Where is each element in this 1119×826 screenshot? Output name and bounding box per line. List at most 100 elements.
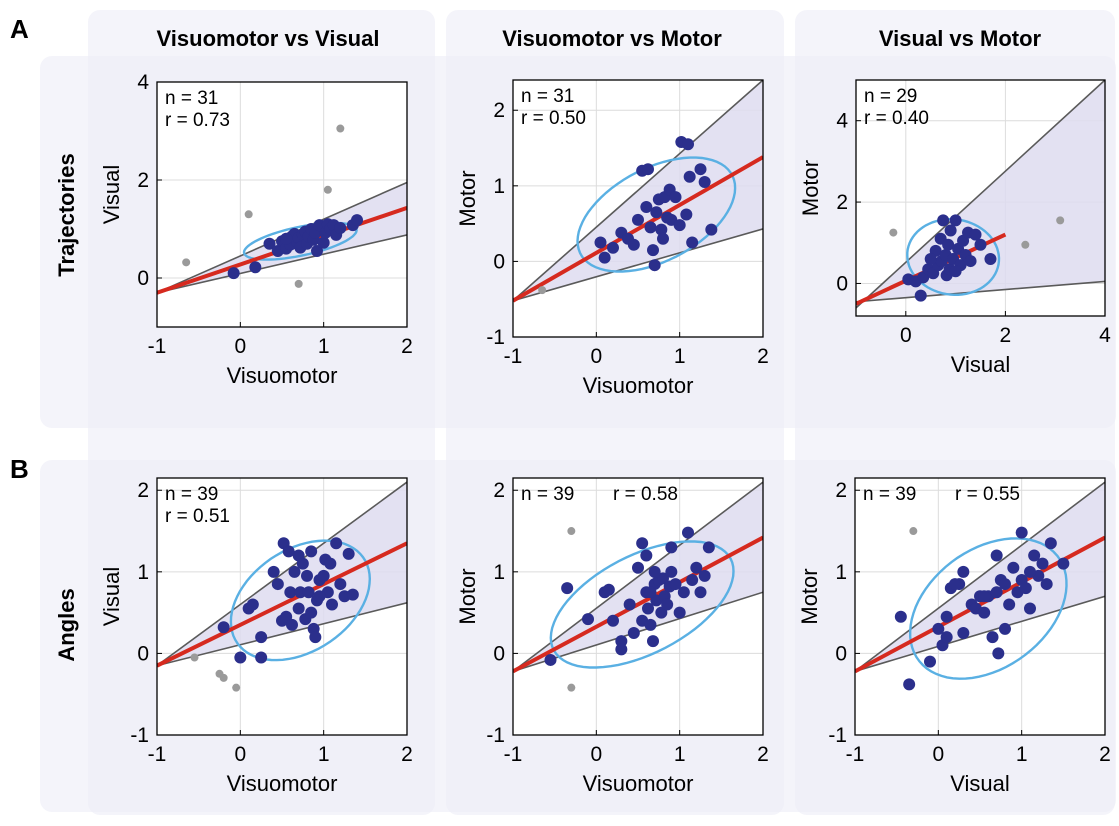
y-tick-label-1: 0 [835, 642, 847, 665]
x-tick-label-0: -1 [504, 345, 523, 368]
data-point-15 [944, 224, 957, 237]
bound-line-1 [855, 481, 1105, 672]
data-point-23 [1019, 582, 1032, 595]
data-point-29 [351, 214, 363, 227]
data-point-38 [313, 590, 326, 603]
stat-r: r = 0.73 [165, 110, 230, 131]
panel-label-b: B [10, 454, 29, 484]
x-tick-label-3: 2 [757, 743, 769, 766]
data-point-32 [978, 590, 991, 603]
x-axis-label: Visuomotor [227, 363, 338, 388]
bound-line-1 [157, 481, 407, 667]
data-point-10 [644, 221, 657, 234]
x-tick-label-0: -1 [504, 743, 523, 766]
data-point-15 [655, 223, 668, 236]
data-point-32 [334, 578, 347, 591]
data-point-21 [669, 191, 682, 204]
data-point-4 [940, 610, 953, 623]
data-point-11 [642, 602, 654, 615]
data-point-14 [288, 565, 301, 578]
x-tick-label-0: -1 [148, 335, 167, 358]
data-point-23 [964, 255, 977, 268]
data-point-26 [686, 236, 699, 249]
data-point-1 [561, 582, 574, 595]
outlier-point-3 [232, 683, 241, 692]
bound-line-2 [856, 280, 1105, 303]
data-point-27 [686, 573, 699, 586]
stat-n: n = 39 [165, 484, 218, 505]
data-point-12 [644, 618, 657, 631]
data-point-15 [990, 586, 1003, 599]
data-point-36 [665, 541, 678, 554]
data-point-1 [234, 651, 247, 664]
scatter-plot-5: -1 0 1 2 -1 0 1 2 Visuomotor Motor n = 39 r = 0.58 [455, 477, 769, 796]
stat-n: n = 31 [165, 88, 218, 109]
data-point-8 [957, 627, 970, 640]
x-tick-label-3: 2 [1099, 743, 1111, 766]
x-tick-label-2: 4 [1099, 324, 1111, 347]
data-point-18 [999, 578, 1011, 591]
bound-line-2 [157, 234, 407, 294]
y-tick-label-2: 1 [493, 175, 505, 198]
y-tick-label-3: 2 [493, 99, 505, 122]
outlier-point-1 [1021, 240, 1030, 249]
data-point-26 [317, 569, 330, 582]
data-point-29 [324, 557, 337, 570]
data-point-34 [957, 565, 970, 578]
x-tick-label-2: 1 [318, 335, 330, 358]
outlier-point-0 [567, 527, 576, 536]
data-point-12 [284, 586, 297, 599]
data-point-24 [969, 228, 982, 241]
y-tick-label-2: 1 [137, 561, 149, 584]
plot-content [513, 478, 763, 735]
data-point-30 [683, 170, 696, 183]
confidence-ellipse [909, 537, 1068, 680]
data-point-35 [644, 586, 657, 599]
stat-r: r = 0.51 [165, 506, 230, 527]
x-tick-label-2: 1 [674, 345, 686, 368]
stat-r: r = 0.58 [613, 484, 678, 505]
data-point-35 [990, 549, 1003, 562]
data-point-30 [1057, 557, 1070, 570]
data-point-13 [942, 238, 955, 251]
y-tick-label-1: 0 [137, 642, 149, 665]
stat-r: r = 0.50 [521, 108, 586, 129]
data-point-36 [292, 549, 305, 562]
y-tick-label-2: 4 [137, 71, 149, 94]
data-point-4 [255, 651, 268, 664]
data-point-36 [949, 578, 961, 591]
data-point-13 [650, 206, 663, 219]
data-point-13 [286, 618, 298, 631]
outlier-point-2 [219, 673, 228, 682]
y-tick-label-0: 0 [137, 267, 149, 290]
x-axis-label: Visual [950, 771, 1010, 796]
x-tick-label-0: -1 [148, 743, 167, 766]
x-tick-label-1: 0 [234, 335, 246, 358]
scatter-plot-4: -1 0 1 2 -1 0 1 2 Visuomotor Visual n = 39r = 0.51 [99, 477, 413, 796]
data-point-27 [694, 163, 707, 176]
outlier-point-4 [336, 124, 345, 133]
outlier-point-1 [244, 210, 253, 219]
data-point-37 [305, 606, 318, 619]
y-tick-label-0: 0 [836, 272, 848, 295]
outlier-point-2 [294, 279, 303, 288]
data-point-30 [702, 541, 715, 554]
data-point-9 [642, 163, 654, 176]
data-point-29 [698, 569, 711, 582]
data-point-30 [326, 598, 338, 611]
data-point-19 [311, 245, 323, 258]
data-point-18 [657, 572, 669, 585]
panel-label-a: A [10, 14, 29, 44]
scatter-plot-6: -1 0 1 2 -1 0 1 2 Visual Motor n = 39 r = 0.55 [797, 477, 1111, 796]
data-point-26 [682, 526, 694, 539]
x-tick-label-1: 0 [234, 743, 246, 766]
data-point-1 [924, 655, 936, 668]
data-point-0 [594, 236, 607, 249]
data-point-38 [1024, 565, 1036, 578]
data-point-37 [999, 622, 1011, 635]
data-point-26 [984, 253, 997, 266]
data-point-6 [615, 643, 628, 656]
bound-line-2 [855, 595, 1105, 673]
data-point-5 [940, 631, 953, 644]
x-tick-label-1: 0 [932, 743, 944, 766]
